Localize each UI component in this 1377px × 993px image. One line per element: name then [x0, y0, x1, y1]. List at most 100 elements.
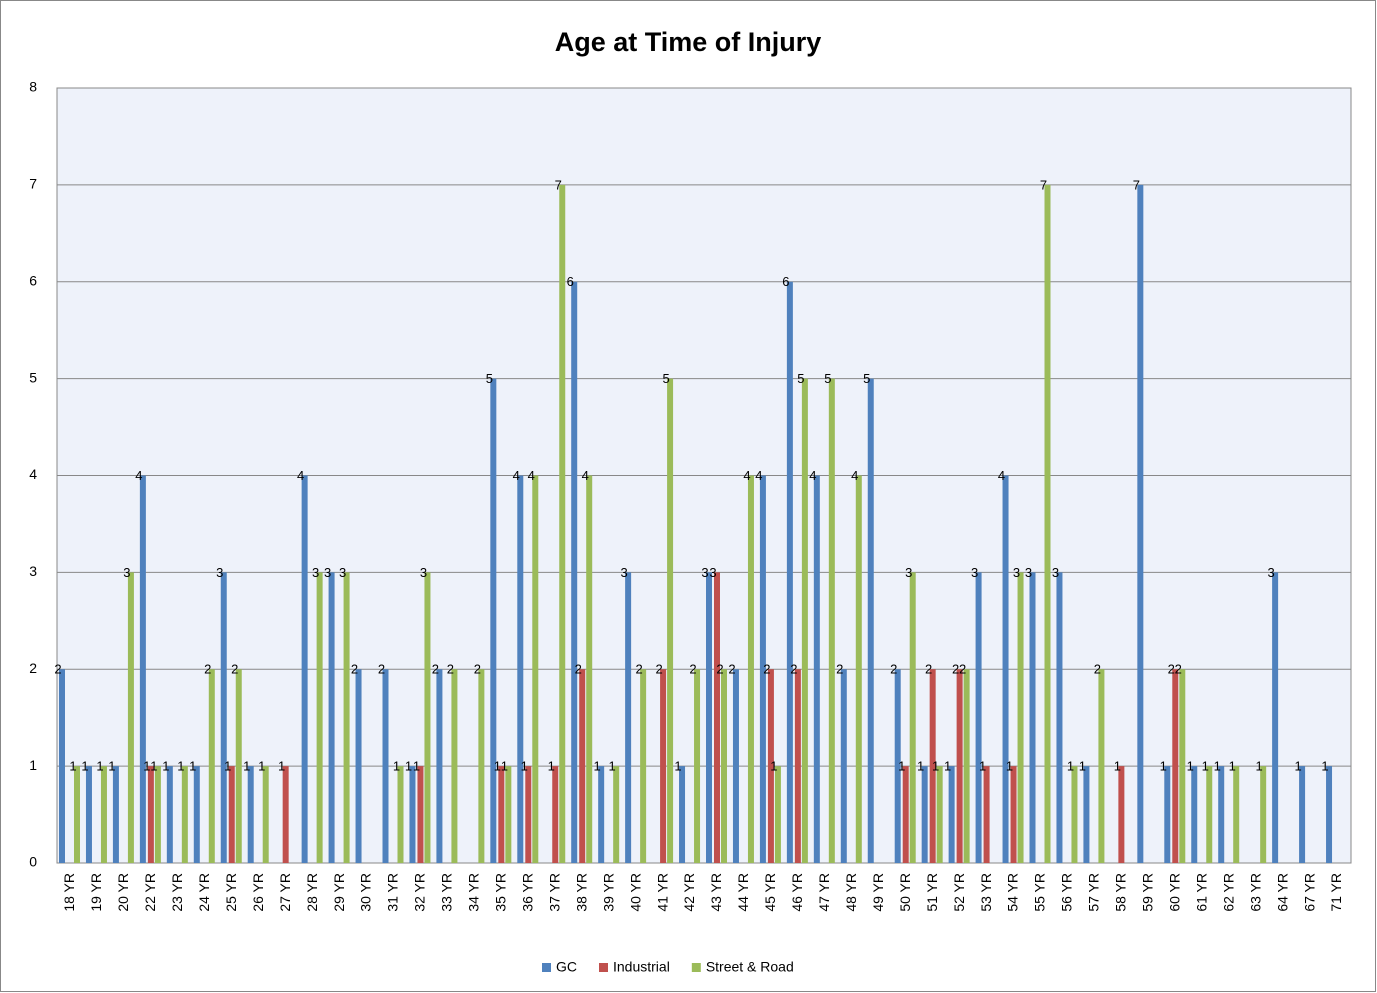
bar	[963, 669, 970, 863]
value-label: 2	[716, 662, 723, 677]
x-tick-label: 27 YR	[277, 873, 293, 912]
bar	[571, 281, 578, 863]
x-tick-label: 24 YR	[196, 873, 212, 912]
bar	[732, 669, 739, 863]
value-label: 1	[243, 759, 250, 774]
value-label: 1	[1229, 759, 1236, 774]
value-label: 1	[162, 759, 169, 774]
value-label: 3	[905, 565, 912, 580]
bar	[774, 766, 781, 863]
value-label: 1	[898, 759, 905, 774]
bar	[909, 572, 916, 863]
bar	[343, 572, 350, 863]
value-label: 2	[54, 662, 61, 677]
value-label: 4	[582, 468, 589, 483]
bar	[1179, 669, 1186, 863]
x-tick-label: 61 YR	[1193, 873, 1209, 912]
bar	[747, 475, 754, 863]
bar	[1233, 766, 1240, 863]
value-label: 1	[609, 759, 616, 774]
bar	[1010, 766, 1017, 863]
x-tick-label: 20 YR	[115, 873, 131, 912]
bar	[579, 669, 586, 863]
value-label: 1	[770, 759, 777, 774]
x-tick-label: 30 YR	[358, 873, 374, 912]
x-tick-label: 38 YR	[573, 873, 589, 912]
y-tick-label: 1	[29, 757, 37, 773]
x-tick-label: 62 YR	[1220, 873, 1236, 912]
bar	[794, 669, 801, 863]
bar	[1002, 475, 1009, 863]
bar	[208, 669, 215, 863]
value-label: 2	[636, 662, 643, 677]
value-label: 2	[959, 662, 966, 677]
value-label: 4	[135, 468, 142, 483]
value-label: 3	[420, 565, 427, 580]
x-tick-label: 47 YR	[816, 873, 832, 912]
bar	[706, 572, 712, 863]
bar	[660, 669, 667, 863]
x-tick-label: 18 YR	[61, 873, 77, 912]
bar	[316, 572, 323, 863]
value-label: 6	[567, 274, 574, 289]
value-label: 2	[351, 662, 358, 677]
bar	[936, 766, 943, 863]
bar	[154, 766, 161, 863]
legend-swatch	[599, 963, 608, 972]
value-label: 3	[1268, 565, 1275, 580]
value-label: 1	[150, 759, 157, 774]
value-label: 1	[177, 759, 184, 774]
bar	[1118, 766, 1125, 863]
bar	[1137, 184, 1144, 863]
bar	[801, 378, 808, 863]
value-label: 3	[312, 565, 319, 580]
x-tick-label: 31 YR	[385, 873, 401, 912]
bar	[613, 766, 620, 863]
x-tick-label: 25 YR	[223, 873, 239, 912]
bar	[498, 766, 505, 863]
bar	[436, 669, 443, 863]
bar	[1164, 766, 1171, 863]
x-tick-label: 32 YR	[412, 873, 428, 912]
bar	[983, 766, 990, 863]
legend-label: Street & Road	[706, 959, 794, 975]
x-tick-label: 51 YR	[924, 873, 940, 912]
bar	[355, 669, 362, 863]
bar	[714, 572, 720, 863]
value-label: 3	[621, 565, 628, 580]
bar	[505, 766, 512, 863]
value-label: 1	[674, 759, 681, 774]
bar	[328, 572, 335, 863]
bar	[975, 572, 982, 863]
value-label: 1	[548, 759, 555, 774]
x-tick-label: 19 YR	[88, 873, 104, 912]
bar	[532, 475, 539, 863]
value-label: 1	[494, 759, 501, 774]
bar	[679, 766, 686, 863]
value-label: 2	[378, 662, 385, 677]
bar	[902, 766, 909, 863]
bar	[667, 378, 674, 863]
value-label: 2	[836, 662, 843, 677]
x-tick-label: 36 YR	[519, 873, 535, 912]
y-tick-label: 3	[29, 563, 37, 579]
bar	[1191, 766, 1198, 863]
value-label: 1	[501, 759, 508, 774]
value-label: 1	[413, 759, 420, 774]
value-label: 1	[96, 759, 103, 774]
bar	[282, 766, 289, 863]
value-label: 2	[790, 662, 797, 677]
bar	[956, 669, 963, 863]
value-label: 1	[405, 759, 412, 774]
value-label: 1	[224, 759, 231, 774]
value-label: 7	[1133, 177, 1140, 192]
legend-label: GC	[556, 959, 577, 975]
bar	[166, 766, 173, 863]
y-tick-label: 8	[29, 79, 37, 95]
x-tick-label: 54 YR	[1005, 873, 1021, 912]
value-label: 1	[1214, 759, 1221, 774]
value-label: 1	[1187, 759, 1194, 774]
x-tick-label: 46 YR	[789, 873, 805, 912]
x-tick-label: 52 YR	[951, 873, 967, 912]
bar	[552, 766, 559, 863]
